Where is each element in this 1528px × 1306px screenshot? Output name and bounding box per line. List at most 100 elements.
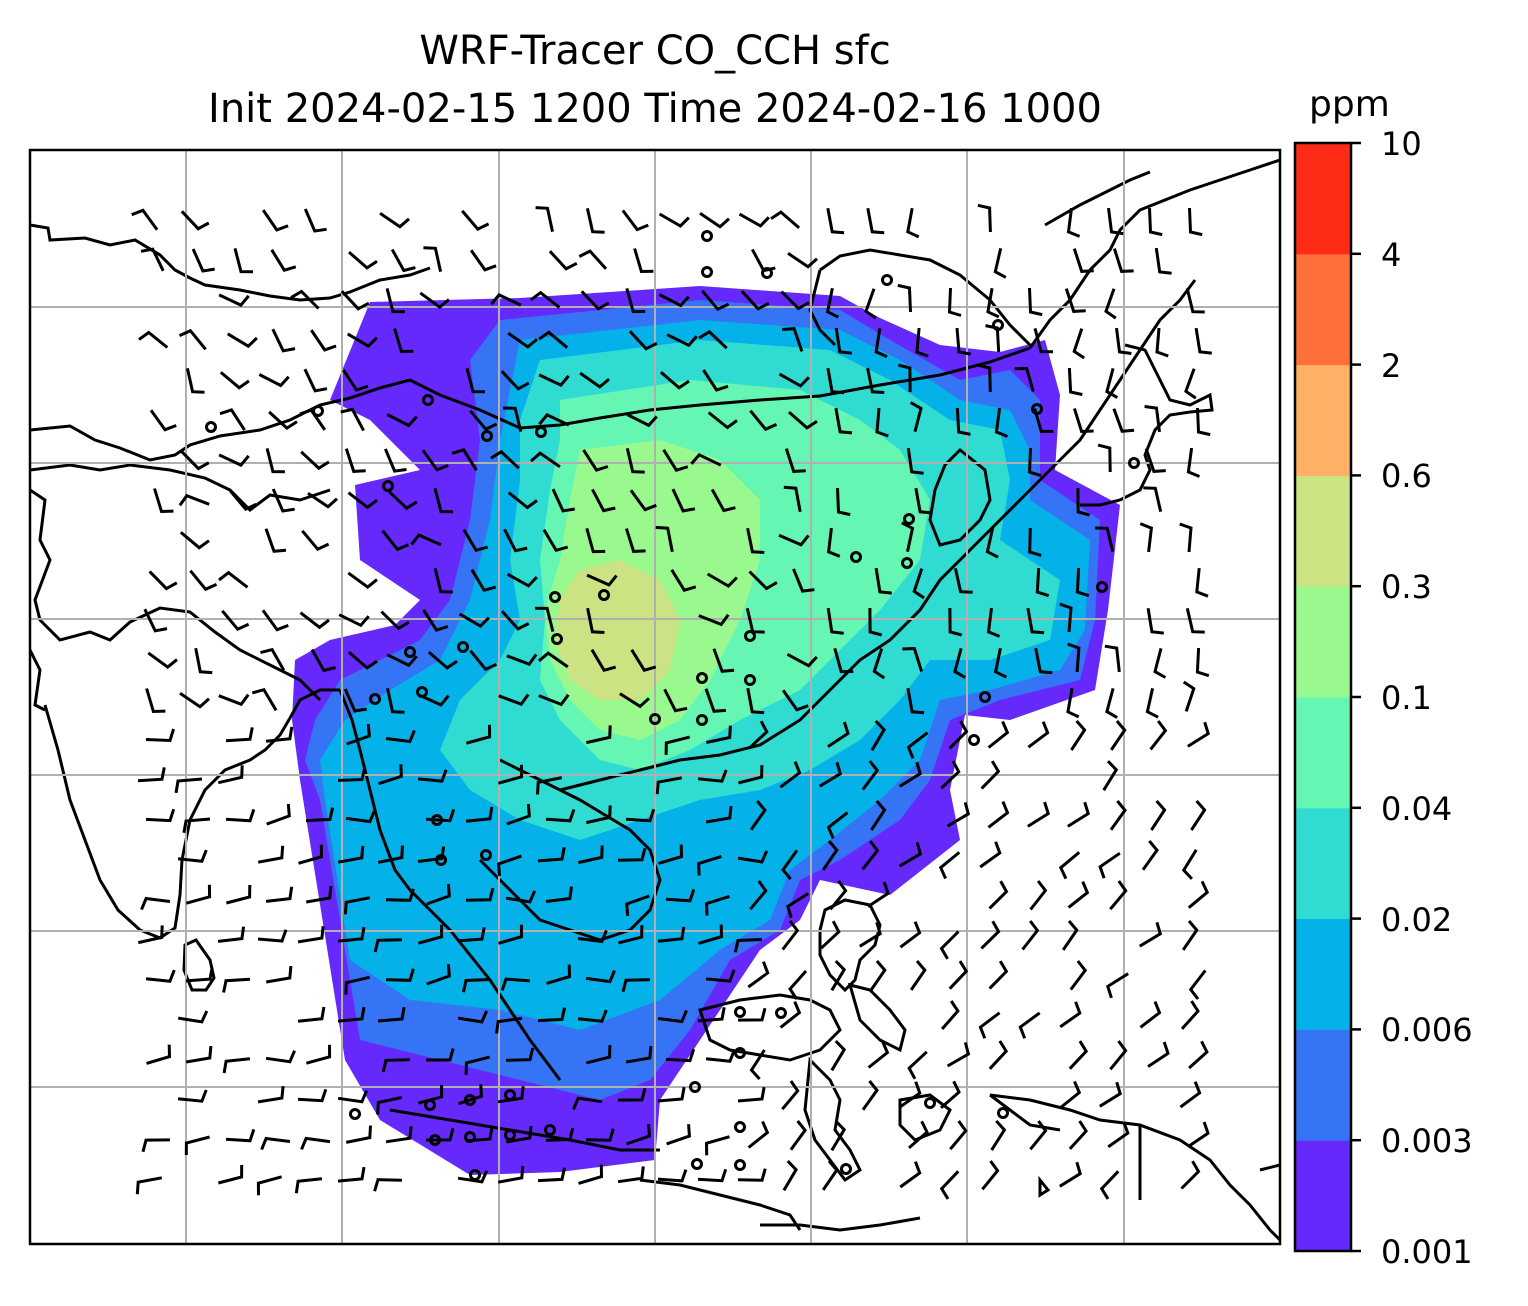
wind-barb (697, 854, 722, 876)
wind-barb (948, 607, 963, 637)
wind-barb (1146, 607, 1164, 635)
wind-barb (1058, 851, 1081, 880)
wind-barb (698, 329, 728, 350)
wind-barb (697, 769, 728, 783)
wind-barb (1180, 1160, 1201, 1190)
wind-barb (830, 1120, 847, 1152)
wind-barb (538, 413, 570, 427)
wind-barb (702, 369, 729, 392)
wind-barb (664, 735, 691, 755)
wind-barb (433, 567, 453, 594)
colorbar-bin-2 (1295, 918, 1351, 1030)
calm-wind-marker (744, 674, 756, 686)
wind-barb (1102, 760, 1119, 791)
wind-barb (987, 720, 1010, 749)
wind-barb (380, 610, 410, 631)
wind-barb (658, 212, 690, 228)
wind-barb (290, 289, 320, 310)
wind-barb (465, 368, 486, 394)
wind-barb (417, 769, 448, 783)
wind-barb (465, 887, 495, 902)
wind-barb (177, 1089, 208, 1103)
wind-barb (1141, 840, 1159, 871)
wind-barb (423, 246, 443, 273)
wind-barb (1145, 687, 1159, 719)
wind-barb (749, 800, 767, 831)
wind-barb (818, 761, 843, 788)
wind-barb (386, 653, 418, 668)
wind-barb (546, 964, 572, 985)
wind-barb (906, 687, 925, 715)
wind-barb (257, 929, 288, 943)
wind-barb (373, 1178, 403, 1192)
wind-barb (1067, 881, 1090, 909)
wind-barb (655, 776, 683, 795)
wind-barb (826, 527, 841, 558)
calm-wind-marker (457, 641, 469, 653)
wind-barb (500, 370, 530, 391)
wind-barb (834, 327, 852, 355)
wind-barb (1188, 969, 1207, 1000)
wind-barb (149, 409, 177, 432)
wind-barb (577, 845, 604, 865)
wind-barb (786, 892, 809, 919)
wind-barb (826, 811, 849, 839)
wind-barb (1095, 526, 1115, 553)
wind-barb (530, 451, 561, 469)
wind-barb (497, 1086, 525, 1104)
wind-barb (869, 960, 887, 991)
wind-barb (297, 926, 325, 944)
wind-barb (194, 647, 213, 675)
wind-barb (779, 1001, 802, 1029)
wind-barb (939, 1170, 960, 1200)
wind-barb (1072, 248, 1094, 273)
wind-barb (1144, 405, 1161, 433)
wind-barb (1107, 207, 1124, 236)
wind-barb (538, 693, 570, 707)
wind-barb (948, 720, 969, 750)
calm-wind-marker (504, 1129, 516, 1141)
wind-barb (1112, 408, 1135, 433)
wind-barb (347, 571, 378, 589)
wind-barb (663, 688, 688, 713)
wind-barb (740, 290, 770, 311)
wind-barb (538, 330, 569, 349)
wind-barb (1066, 207, 1081, 238)
wind-barb (1139, 1001, 1162, 1029)
wind-barb (909, 401, 923, 432)
wind-barb (977, 203, 992, 233)
wind-barb (1027, 721, 1050, 749)
wind-barb (1059, 1161, 1082, 1188)
wind-barb (265, 1050, 296, 1064)
wind-barb (1143, 486, 1163, 513)
wind-barb (535, 606, 555, 632)
wind-barb (624, 528, 646, 553)
wind-barb (572, 1096, 603, 1110)
wind-barb (1155, 327, 1169, 358)
wind-barb (218, 453, 250, 467)
wind-barb (1021, 920, 1040, 951)
wind-barb (874, 327, 888, 359)
wind-barb (779, 761, 802, 789)
wind-barb (271, 328, 296, 353)
wind-barb (1098, 851, 1121, 879)
wind-barb (225, 1128, 256, 1143)
wind-barb (1196, 407, 1211, 437)
wind-barb (271, 488, 295, 513)
wind-barb (490, 449, 520, 470)
wind-barb (257, 1086, 285, 1104)
wind-barb (585, 528, 606, 554)
wind-barb (701, 289, 730, 312)
wind-barb (1180, 1000, 1200, 1030)
wind-barb (1064, 288, 1086, 313)
wind-barb (625, 894, 650, 917)
wind-barb (1181, 849, 1198, 880)
wind-barb (737, 1086, 766, 1103)
wind-barb (538, 373, 570, 387)
wind-barb (710, 488, 736, 513)
calm-wind-marker (881, 274, 893, 286)
wind-barb (1067, 367, 1083, 396)
wind-barb (861, 760, 880, 791)
wind-barb (1028, 287, 1043, 317)
wind-barb (1070, 720, 1087, 751)
